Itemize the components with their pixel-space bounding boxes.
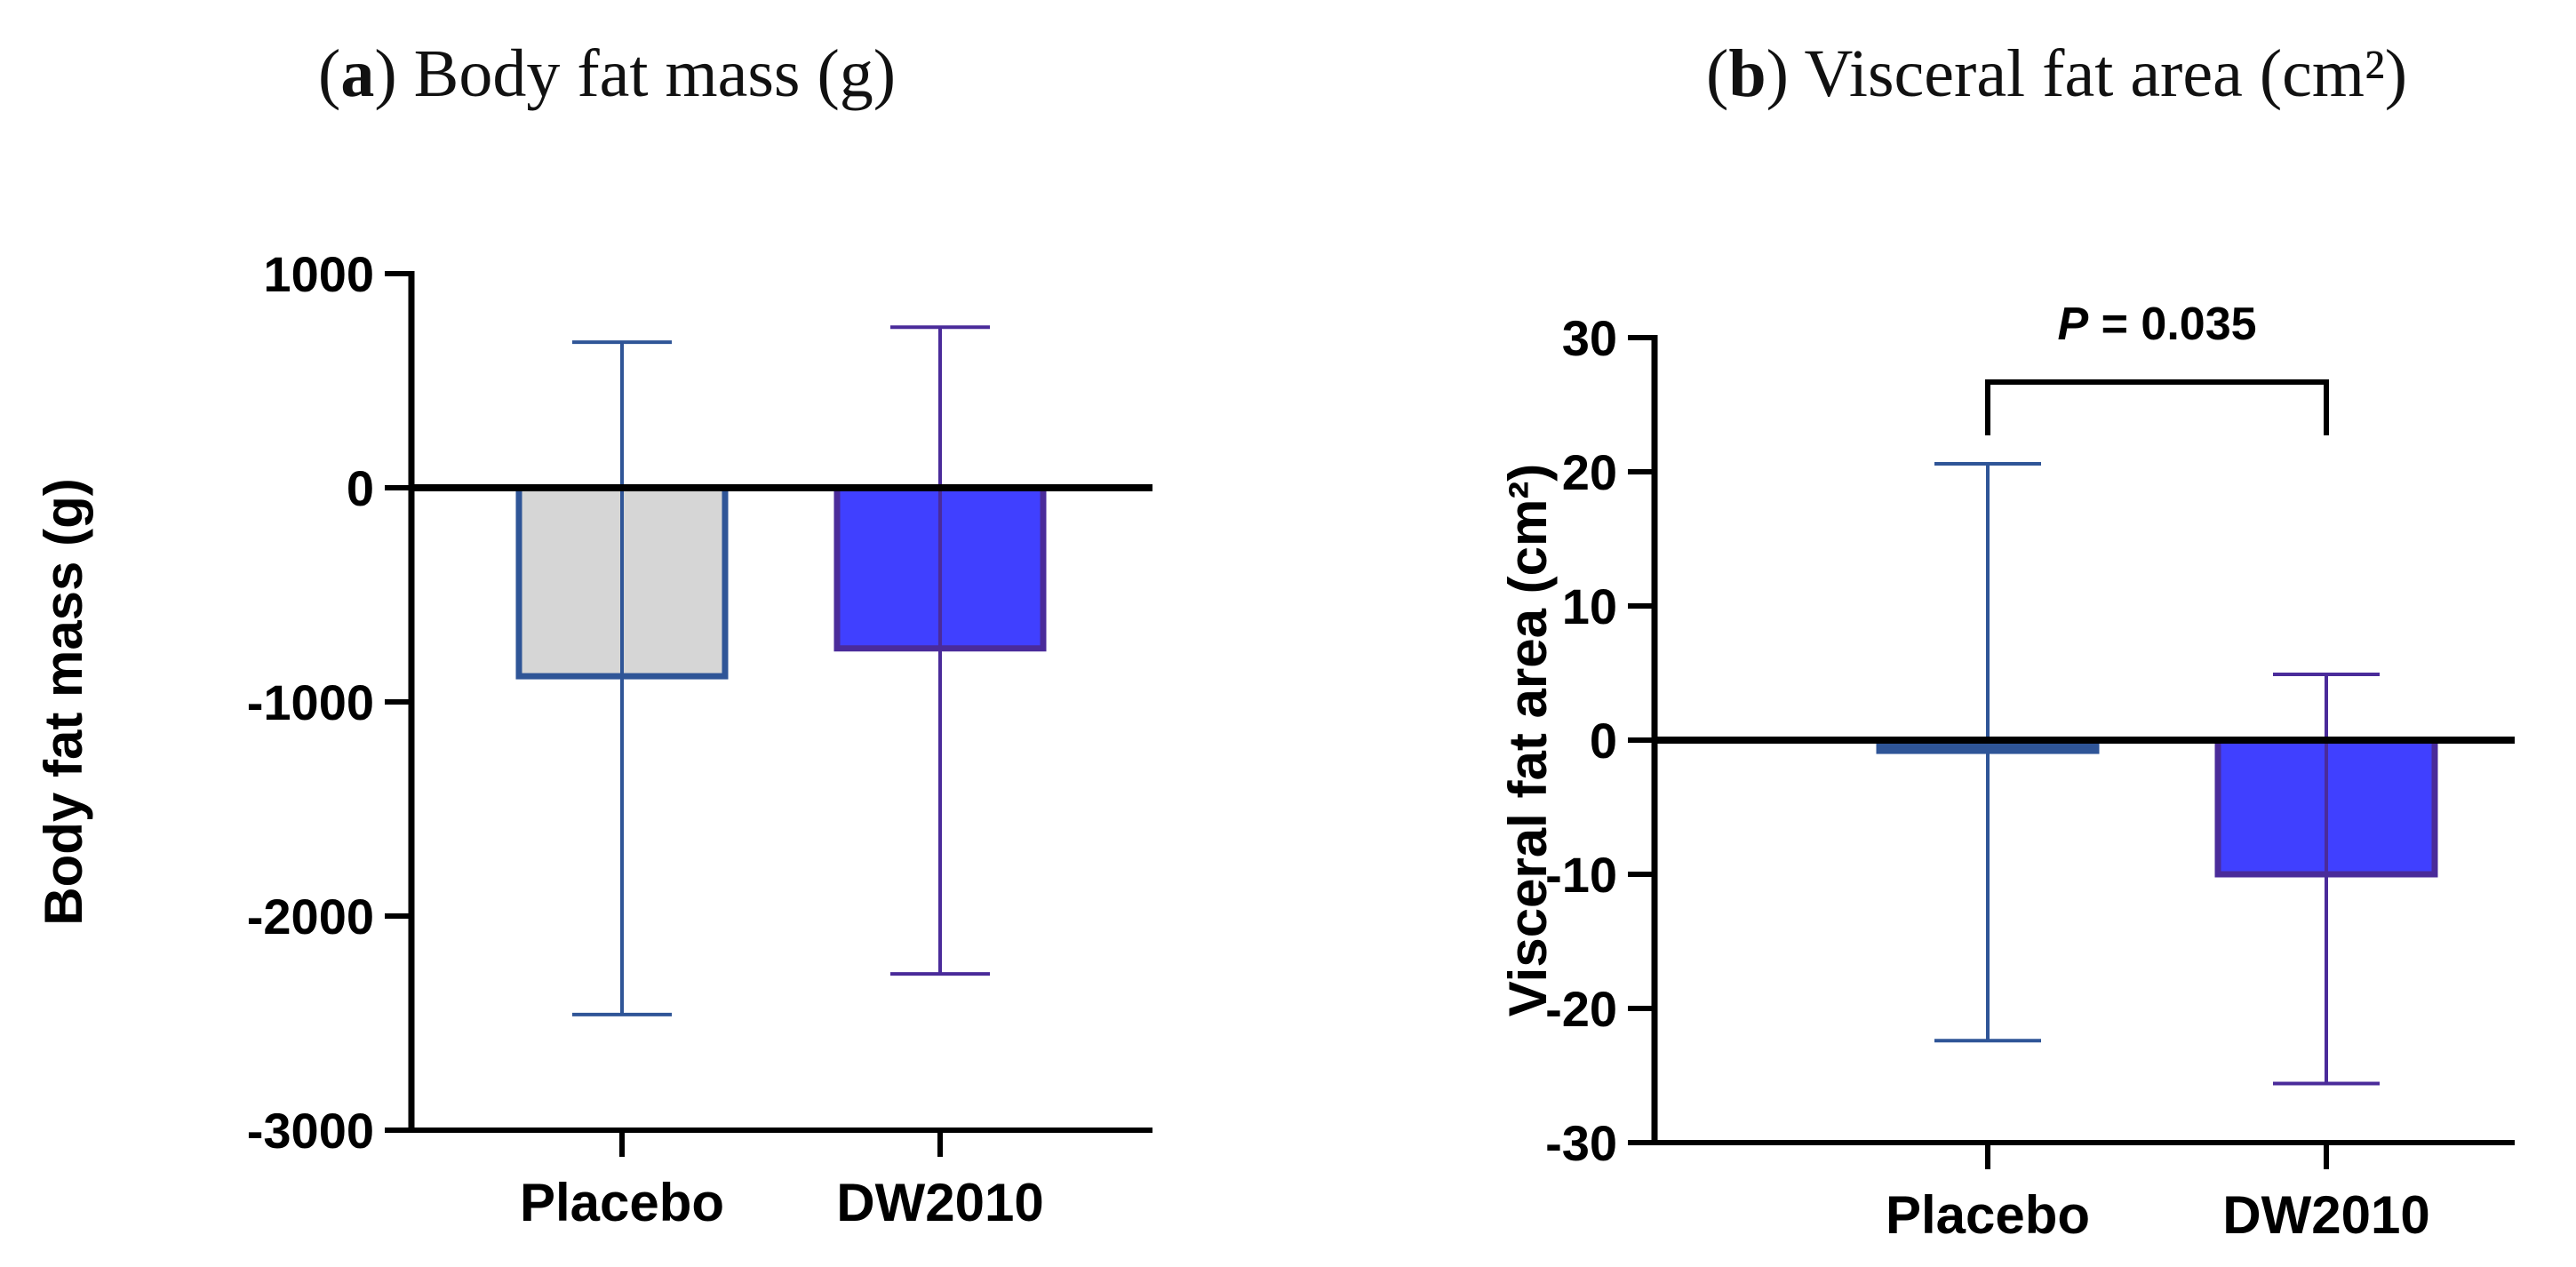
panel-a-title-text: Body fat mass (g) — [413, 36, 897, 111]
panel-a-x-tick-label-dw2010: DW2010 — [836, 1173, 1043, 1232]
panel-a-y-tick-label: -3000 — [247, 1103, 374, 1159]
panel-b-x-tick-label-dw2010: DW2010 — [2222, 1185, 2429, 1245]
panel-a-x-tick-label-placebo: Placebo — [520, 1173, 724, 1232]
panel-a-y-tick-label: -2000 — [247, 888, 374, 944]
panel-b-p-value: P = 0.035 — [2057, 299, 2256, 350]
panel-a-y-tick-label: -1000 — [247, 674, 374, 730]
panel-a-y-tick-label: 1000 — [263, 246, 374, 302]
panel-b-y-tick-label: -10 — [1545, 847, 1617, 903]
panel-a-letter: a — [340, 36, 375, 111]
panel-a-y-tick-label: 0 — [347, 460, 374, 516]
panel-a-y-axis-title: Body fat mass (g) — [34, 478, 93, 925]
panel-b-significance-bracket — [1985, 379, 2329, 435]
panel-b-x-tick-label-placebo: Placebo — [1886, 1185, 2090, 1245]
panel-b-y-tick-label: 10 — [1562, 578, 1617, 634]
panel-a-title: (a) Body fat mass (g) — [318, 36, 897, 111]
panel-b-letter: b — [1728, 36, 1767, 111]
panel-b-y-tick-label: 0 — [1590, 713, 1617, 769]
panel-b-y-tick-label: 30 — [1562, 310, 1617, 366]
panel-b-title: (b) Visceral fat area (cm²) — [1706, 36, 2408, 111]
panel-b-y-axis-title: Visceral fat area (cm²) — [1498, 464, 1558, 1017]
panel-b-y-tick-label: 20 — [1562, 444, 1617, 500]
panel-b-title-text: Visceral fat area (cm²) — [1804, 36, 2408, 111]
panel-b-y-tick-label: -20 — [1545, 981, 1617, 1037]
panel-b-y-tick-label: -30 — [1545, 1115, 1617, 1171]
